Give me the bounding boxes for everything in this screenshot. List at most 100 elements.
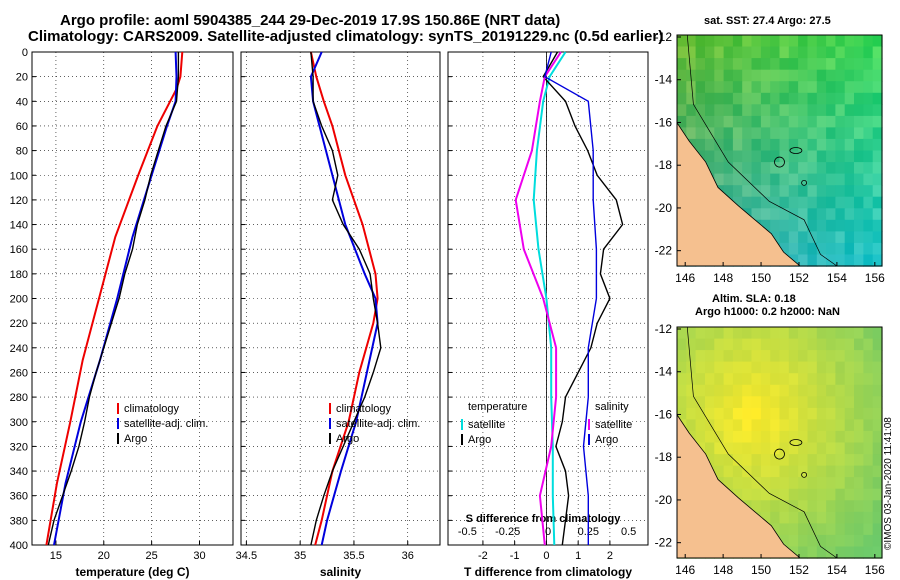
sst-cell (742, 115, 753, 129)
sla-cell (760, 430, 771, 444)
sst-cell (770, 150, 781, 163)
sla-cell (677, 396, 687, 409)
sla-cell (732, 465, 743, 478)
sal-xtick-label: 34.5 (236, 550, 257, 562)
sst-cell (854, 81, 864, 94)
temp-legend-item: Argo (124, 433, 147, 445)
sla-cell (760, 488, 771, 501)
sst-cell (872, 138, 883, 152)
sla-cell (844, 523, 855, 536)
sla-cell (714, 442, 725, 455)
sst-cell (807, 104, 818, 117)
sst-cell (779, 173, 790, 186)
sst-cell (854, 162, 864, 175)
sla-cell (760, 465, 771, 478)
sla-cell (686, 384, 697, 397)
sst-cell (807, 173, 818, 186)
sla-lat-tick-label: -20 (655, 493, 673, 507)
sla-cell (835, 419, 846, 432)
sla-cell (770, 523, 781, 536)
sla-reef-contour (686, 326, 838, 559)
sst-cell (807, 185, 818, 198)
sst-cell (695, 58, 706, 71)
sst-cell (844, 208, 855, 221)
sst-cell (705, 46, 715, 59)
depth-tick-label: 80 (16, 146, 28, 158)
sla-cell (816, 373, 827, 386)
sla-cell (798, 327, 808, 340)
sla-cell (816, 454, 827, 467)
sst-cell (844, 69, 855, 82)
diff-xtick-label: 1 (575, 550, 581, 562)
sst-cell (826, 104, 836, 117)
sla-cell (863, 419, 874, 432)
diff-xtick-label: -1 (510, 550, 520, 562)
sla-cell (835, 396, 846, 409)
sst-cell (798, 81, 808, 94)
sst-cell (742, 92, 753, 105)
sst-cell (770, 138, 781, 152)
sst-cell (705, 138, 715, 152)
sla-cell (760, 396, 771, 409)
sla-cell (705, 430, 715, 444)
sla-cell (854, 419, 864, 432)
sst-cell (863, 185, 874, 198)
sst-cell (677, 92, 687, 105)
sst-cell (872, 150, 883, 163)
sst-cell (788, 115, 799, 129)
sst-cell (788, 92, 799, 105)
sla-cell (826, 477, 836, 490)
sst-cell (686, 46, 697, 59)
sla-cell (770, 430, 781, 444)
sst-lon-tick-label: 150 (751, 271, 771, 285)
sla-cell (788, 419, 799, 432)
sla-cell (770, 373, 781, 386)
sla-cell (742, 338, 753, 351)
sla-cell (844, 500, 855, 513)
sla-cell (807, 338, 818, 351)
sla-cell (816, 407, 827, 421)
sla-cell (872, 373, 883, 386)
sla-cell (872, 523, 883, 536)
sla-cell (751, 419, 762, 432)
sla-cell (742, 361, 753, 374)
sla-cell (677, 361, 687, 374)
sst-cell (695, 92, 706, 105)
sla-cell (714, 350, 725, 363)
sst-cell (854, 69, 864, 82)
sla-cell (816, 546, 827, 559)
sst-cell (714, 46, 725, 59)
sla-cell (863, 511, 874, 524)
sst-cell (854, 219, 864, 232)
depth-tick-label: 120 (10, 195, 28, 207)
sst-cell (872, 69, 883, 82)
sst-cell (863, 162, 874, 175)
sst-cell (714, 115, 725, 129)
sst-cell (751, 150, 762, 163)
sla-cell (751, 384, 762, 397)
sst-cell (723, 35, 734, 48)
sst-cell (779, 208, 790, 221)
depth-tick-label: 220 (10, 318, 28, 330)
temp-xtick-label: 25 (146, 550, 158, 562)
sst-cell (854, 150, 864, 163)
sst-cell (863, 69, 874, 82)
depth-tick-label: 180 (10, 269, 28, 281)
sla-cell (732, 338, 743, 351)
diff-series-salinity-Argo (543, 51, 598, 545)
sla-cell (742, 430, 753, 444)
sst-cell (770, 219, 781, 232)
sla-cell (760, 338, 771, 351)
sst-cell (854, 231, 864, 244)
sla-cell (714, 327, 725, 340)
sla-cell (760, 477, 771, 490)
sla-map-frame (676, 326, 883, 559)
sla-cell (798, 419, 808, 432)
sla-cell (695, 396, 706, 409)
sla-cell (844, 327, 855, 340)
sla-cell (732, 419, 743, 432)
sal-series-climatology (309, 51, 379, 546)
sst-cell (816, 69, 827, 82)
sst-cell (686, 81, 697, 94)
sla-cell (798, 350, 808, 363)
